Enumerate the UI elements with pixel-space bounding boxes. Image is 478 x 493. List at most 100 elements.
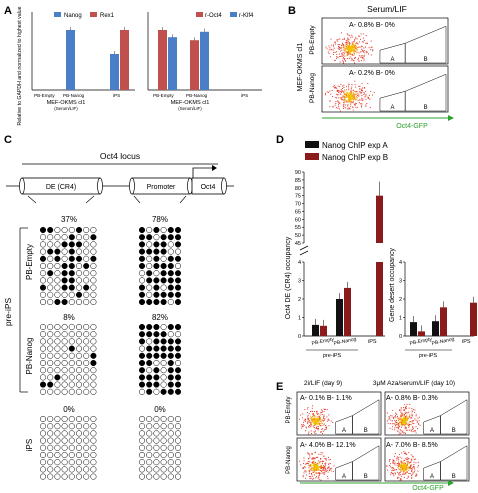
event-dot — [406, 471, 408, 473]
pr-pb-empty-cpg — [167, 241, 174, 248]
event-dot — [323, 419, 325, 421]
event-dot — [355, 98, 357, 100]
event-dot — [348, 52, 350, 54]
bar-r-oct4-1 — [190, 40, 199, 90]
event-dot — [322, 472, 324, 474]
panel-e-aza-empty-gate-b — [440, 399, 468, 435]
event-dot — [352, 43, 354, 45]
event-dot — [411, 470, 413, 472]
panel-d-left-ylabel: Oct4 DE (CR4) occupancy — [285, 236, 292, 319]
event-dot — [347, 93, 349, 95]
pr-pb-nanog-cpg — [174, 374, 182, 381]
legend-r-oct4: r-Oct4 — [205, 13, 222, 19]
event-dot — [400, 423, 402, 425]
de-pb-empty-cpg — [90, 270, 97, 277]
event-dot — [314, 421, 316, 423]
event-dot — [312, 413, 314, 415]
event-dot — [328, 49, 330, 51]
de-pb-empty-cpg — [39, 226, 47, 234]
event-dot — [358, 94, 360, 96]
pr-pb-empty-cpg — [146, 270, 153, 277]
locus-title: Oct4 locus — [100, 151, 140, 161]
event-dot — [359, 91, 361, 93]
event-dot — [409, 467, 411, 469]
event-dot — [367, 82, 369, 84]
event-dot — [368, 97, 370, 99]
event-dot — [398, 422, 400, 424]
event-dot — [407, 476, 409, 478]
event-dot — [357, 43, 359, 45]
event-dot — [317, 423, 319, 425]
event-dot — [400, 426, 402, 428]
event-dot — [348, 107, 350, 109]
event-dot — [350, 95, 352, 97]
panel-e-2i-nanog-gate-a-label: A — [342, 474, 346, 480]
event-dot — [342, 60, 344, 62]
event-dot — [404, 419, 406, 421]
event-dot — [353, 51, 355, 53]
event-dot — [411, 469, 413, 471]
event-dot — [354, 102, 356, 104]
event-dot — [408, 452, 410, 454]
event-dot — [316, 416, 318, 418]
event-dot — [404, 422, 406, 424]
event-dot — [353, 53, 355, 55]
event-dot — [412, 455, 414, 457]
event-dot — [361, 57, 363, 59]
event-dot — [361, 104, 363, 106]
event-dot — [355, 107, 357, 109]
de-ips-cpg — [54, 437, 61, 444]
event-dot — [406, 464, 408, 466]
de-ips-cpg — [90, 444, 97, 451]
pr-pb-empty-cpg — [138, 284, 146, 291]
event-dot — [344, 93, 346, 95]
event-dot — [362, 51, 364, 53]
event-dot — [305, 427, 307, 429]
event-dot — [408, 417, 410, 419]
event-dot — [417, 466, 419, 468]
event-dot — [391, 415, 393, 417]
event-dot — [313, 417, 315, 419]
event-dot — [327, 51, 329, 53]
event-dot — [340, 47, 342, 49]
event-dot — [317, 418, 319, 420]
event-dot — [311, 467, 313, 469]
event-dot — [346, 48, 348, 50]
pr-ips-cpg — [160, 451, 167, 459]
event-dot — [351, 91, 353, 93]
event-dot — [348, 92, 350, 94]
event-dot — [401, 414, 403, 416]
event-dot — [325, 46, 327, 48]
de-pb-nanog-cpg — [54, 359, 61, 367]
de-pb-empty-cpg — [68, 234, 75, 241]
event-dot — [394, 429, 396, 431]
event-dot — [333, 53, 335, 55]
event-dot — [312, 467, 314, 469]
event-dot — [345, 49, 347, 51]
event-dot — [323, 465, 325, 467]
de-ips-cpg — [68, 466, 75, 473]
event-dot — [400, 479, 402, 481]
event-dot — [327, 467, 329, 469]
panel-a-right-bars — [158, 27, 209, 90]
de-pb-nanog-cpg — [61, 359, 68, 367]
event-dot — [346, 101, 348, 103]
de-pb-empty-cpg — [83, 284, 90, 291]
event-dot — [408, 411, 410, 413]
event-dot — [401, 423, 403, 425]
de-pb-empty-cpg — [39, 248, 47, 255]
event-dot — [365, 94, 367, 96]
event-dot — [392, 417, 394, 419]
event-dot — [352, 109, 354, 111]
event-dot — [398, 477, 400, 479]
event-dot — [316, 418, 318, 420]
event-dot — [347, 53, 349, 55]
event-dot — [322, 468, 324, 470]
event-dot — [415, 475, 417, 477]
event-dot — [347, 95, 349, 97]
event-dot — [408, 426, 410, 428]
event-dot — [349, 50, 351, 52]
de-ips-cpg — [83, 459, 90, 466]
event-dot — [353, 47, 355, 49]
event-dot — [364, 87, 366, 89]
